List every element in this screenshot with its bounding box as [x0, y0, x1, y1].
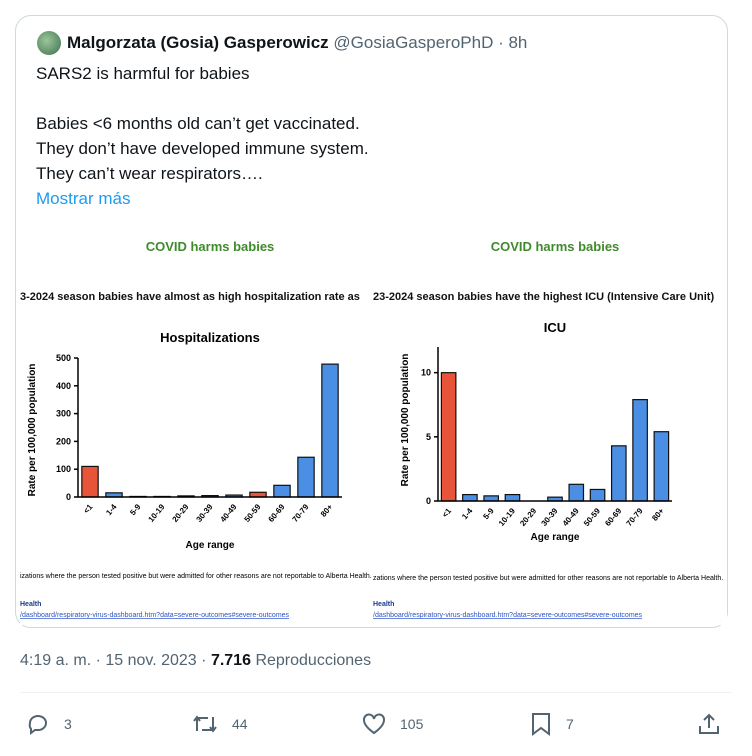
x-tick-label: 80+	[319, 502, 335, 518]
y-axis-label: Rate per 100,000 population	[400, 354, 411, 487]
like-count: 105	[400, 716, 424, 732]
x-tick-label: 40-49	[561, 506, 581, 528]
x-tick-label: 50-59	[582, 506, 602, 528]
share-button[interactable]	[698, 712, 720, 736]
y-tick-label: 400	[56, 381, 71, 391]
x-tick-label: 70-79	[625, 506, 645, 528]
x-tick-label: 30-39	[194, 502, 214, 524]
chart-header: COVID harms babies	[146, 239, 275, 254]
bar	[632, 399, 648, 502]
x-tick-label: 40-49	[218, 502, 238, 524]
tweet-text: Babies <6 months old can’t get vaccinate…	[36, 114, 360, 133]
y-tick-label: 5	[426, 432, 431, 442]
reply-button[interactable]: 3	[26, 712, 72, 736]
like-button[interactable]: 105	[362, 712, 423, 736]
author[interactable]: Malgorzata (Gosia) Gasperowicz	[67, 33, 329, 52]
x-tick-label: <1	[82, 502, 95, 515]
bar	[297, 456, 315, 498]
views: 7.716	[210, 652, 251, 669]
chart-title: Hospitalizations	[160, 330, 260, 345]
x-tick-label: 10-19	[146, 502, 166, 524]
date[interactable]: 4:19 a. m. · 15 nov. 2023 ·	[20, 652, 207, 669]
chart-header: COVID harms babies	[491, 239, 620, 254]
x-tick-label: 5-9	[481, 506, 496, 521]
source: Health	[20, 601, 41, 608]
footnote: zations where the person tested positive…	[373, 575, 723, 582]
chart-title: ICU	[544, 320, 566, 335]
views-label: Reproducciones	[255, 652, 372, 669]
tweet-text: SARS2 is harmful for babies	[36, 64, 250, 83]
x-tick-label: 1-4	[460, 506, 475, 521]
y-tick-label: 0	[426, 496, 431, 506]
bar	[81, 465, 99, 498]
bar	[321, 363, 339, 498]
y-tick-label: 0	[66, 492, 71, 502]
bar	[653, 431, 670, 502]
repost-count: 44	[232, 716, 248, 732]
tweet-card[interactable]	[15, 15, 728, 628]
x-axis-label: Age range	[531, 532, 580, 543]
x-tick-label: 60-69	[603, 506, 623, 528]
source: Health	[373, 601, 394, 608]
x-tick-label: 70-79	[290, 502, 310, 524]
bar	[273, 484, 291, 498]
footnote: izations where the person tested positiv…	[20, 573, 372, 580]
bar	[504, 493, 521, 502]
x-tick-label: 30-39	[539, 506, 559, 528]
x-tick-label: 5-9	[128, 502, 143, 517]
avatar[interactable]	[37, 31, 61, 55]
y-tick-label: 100	[56, 464, 71, 474]
chart-subtitle: 3-2024 season babies have almost as high…	[20, 291, 360, 303]
source-link: /dashboard/respiratory-virus-dashboard.h…	[373, 612, 643, 619]
bar	[589, 488, 606, 502]
reply-count: 3	[64, 716, 72, 732]
show-more[interactable]: Mostrar más	[36, 189, 131, 208]
x-tick-label: 1-4	[104, 502, 119, 517]
x-tick-label: 50-59	[242, 502, 262, 524]
y-tick-label: 200	[56, 436, 71, 446]
tweet-text: They don’t have developed immune system.	[36, 139, 369, 158]
bar	[483, 495, 500, 502]
x-tick-label: 20-29	[518, 506, 538, 528]
y-axis-label: Rate per 100,000 population	[27, 364, 38, 497]
x-tick-label: 20-29	[170, 502, 190, 524]
bookmark-button[interactable]: 7	[530, 712, 574, 736]
y-tick-label: 300	[56, 409, 71, 419]
x-axis-label: Age range	[186, 540, 235, 551]
source-link: /dashboard/respiratory-virus-dashboard.h…	[20, 612, 290, 619]
x-tick-label: 80+	[650, 506, 666, 522]
bar	[568, 483, 585, 502]
bar	[462, 493, 478, 502]
chart-image: COVID harms babies 3-2024 season babies h…	[20, 225, 372, 625]
bar	[440, 372, 457, 502]
x-tick-label: <1	[440, 506, 453, 519]
y-tick-label: 500	[56, 353, 71, 363]
y-tick-label: 10	[421, 368, 431, 378]
chart-subtitle: 23-2024 season babies have the highest I…	[373, 291, 714, 303]
bookmark-count: 7	[566, 716, 574, 732]
divider	[20, 692, 732, 693]
handle[interactable]: @GosiaGasperoPhD · 8h	[333, 33, 528, 52]
tweet-text: They can’t wear respirators….	[36, 164, 263, 183]
chart-image: COVID harms babies 23-2024 season babies …	[373, 225, 727, 625]
x-tick-label: 60-69	[266, 502, 286, 524]
repost-button[interactable]: 44	[192, 712, 248, 736]
x-tick-label: 10-19	[497, 506, 517, 528]
bar	[610, 445, 627, 502]
